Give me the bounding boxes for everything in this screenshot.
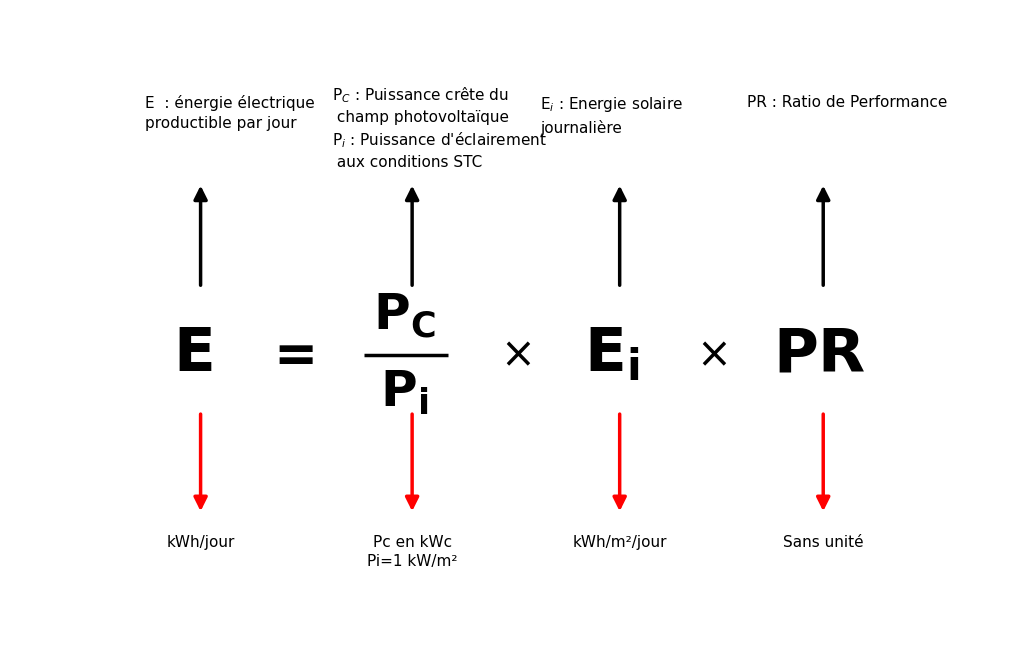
Text: $\mathbf{E_i}$: $\mathbf{E_i}$ bbox=[584, 325, 640, 384]
Text: E$_i$ : Energie solaire
journalière: E$_i$ : Energie solaire journalière bbox=[540, 95, 683, 135]
Text: $\mathbf{E}$: $\mathbf{E}$ bbox=[173, 325, 212, 384]
Text: Sans unité: Sans unité bbox=[783, 534, 863, 550]
Text: $\times$: $\times$ bbox=[501, 334, 531, 376]
Text: Pc en kWc
Pi=1 kW/m²: Pc en kWc Pi=1 kW/m² bbox=[367, 534, 457, 570]
Text: kWh/m²/jour: kWh/m²/jour bbox=[573, 534, 666, 550]
Text: $\times$: $\times$ bbox=[696, 334, 727, 376]
Text: $\mathbf{PR}$: $\mathbf{PR}$ bbox=[772, 325, 865, 384]
Text: $\mathbf{P_C}$: $\mathbf{P_C}$ bbox=[373, 292, 436, 340]
Text: $\mathbf{P_i}$: $\mathbf{P_i}$ bbox=[380, 370, 428, 418]
Text: kWh/jour: kWh/jour bbox=[167, 534, 235, 550]
Text: E  : énergie électrique
productible par jour: E : énergie électrique productible par j… bbox=[144, 95, 314, 131]
Text: P$_C$ : Puissance crête du
 champ photovoltaïque
P$_i$ : Puissance d'éclairement: P$_C$ : Puissance crête du champ photovo… bbox=[333, 85, 547, 170]
Text: $\mathbf{=}$: $\mathbf{=}$ bbox=[263, 329, 314, 381]
Text: PR : Ratio de Performance: PR : Ratio de Performance bbox=[748, 95, 948, 111]
